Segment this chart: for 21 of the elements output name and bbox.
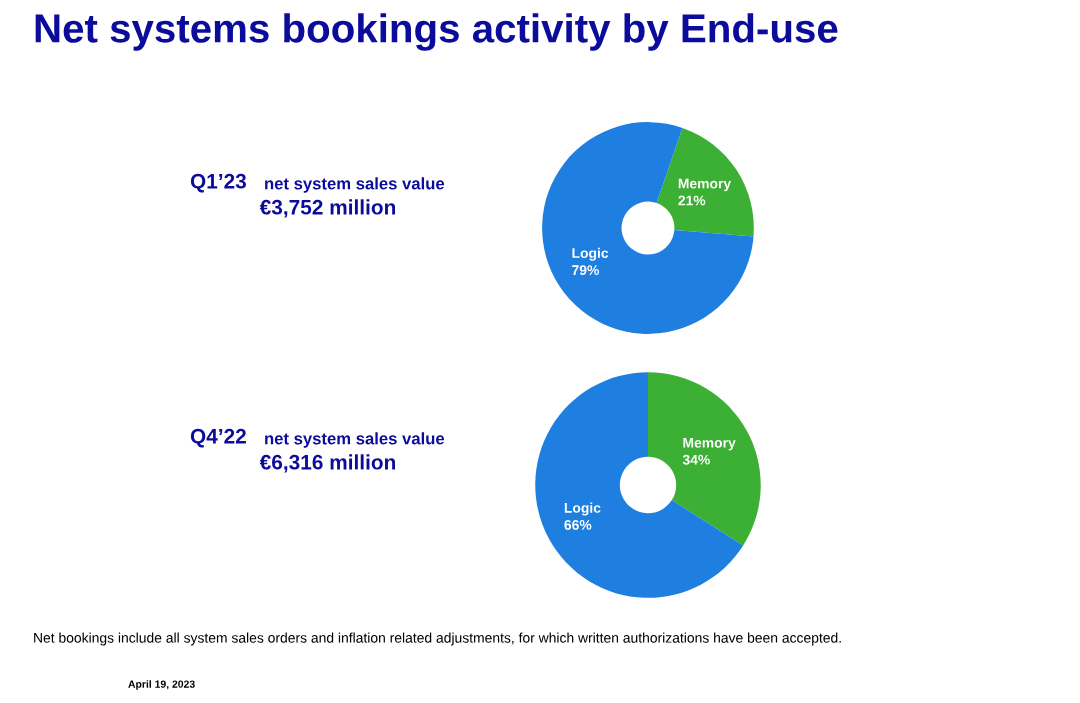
- data-label: 79%: [572, 265, 599, 276]
- donut-slice: [535, 372, 744, 598]
- text: net system sales value: [265, 432, 445, 448]
- donut-slice: [542, 122, 754, 334]
- data-label: 34%: [682, 454, 710, 465]
- donut-slice: [656, 127, 754, 237]
- slice-label: Logic: [564, 502, 601, 516]
- data-label: 21%: [678, 195, 706, 206]
- text: €3,752 million: [259, 199, 396, 218]
- slice-label: Memory: [683, 437, 736, 451]
- text: Q1’23: [190, 173, 246, 193]
- slice-label: Logic: [572, 247, 609, 261]
- text: Q4’22: [190, 428, 246, 448]
- text: April 19, 2023: [128, 680, 195, 690]
- chart-title: Net systems bookings activity by End-use: [35, 13, 838, 51]
- data-label: 66%: [564, 520, 592, 530]
- slice-label: Memory: [678, 178, 732, 192]
- donut-slice: [648, 372, 761, 546]
- text: €6,316 million: [259, 454, 396, 473]
- text: net system sales value: [265, 177, 445, 193]
- text: Net bookings include all system sales orders and inflation related adjustments, for which written authorizations have been accepted.: [34, 632, 841, 646]
